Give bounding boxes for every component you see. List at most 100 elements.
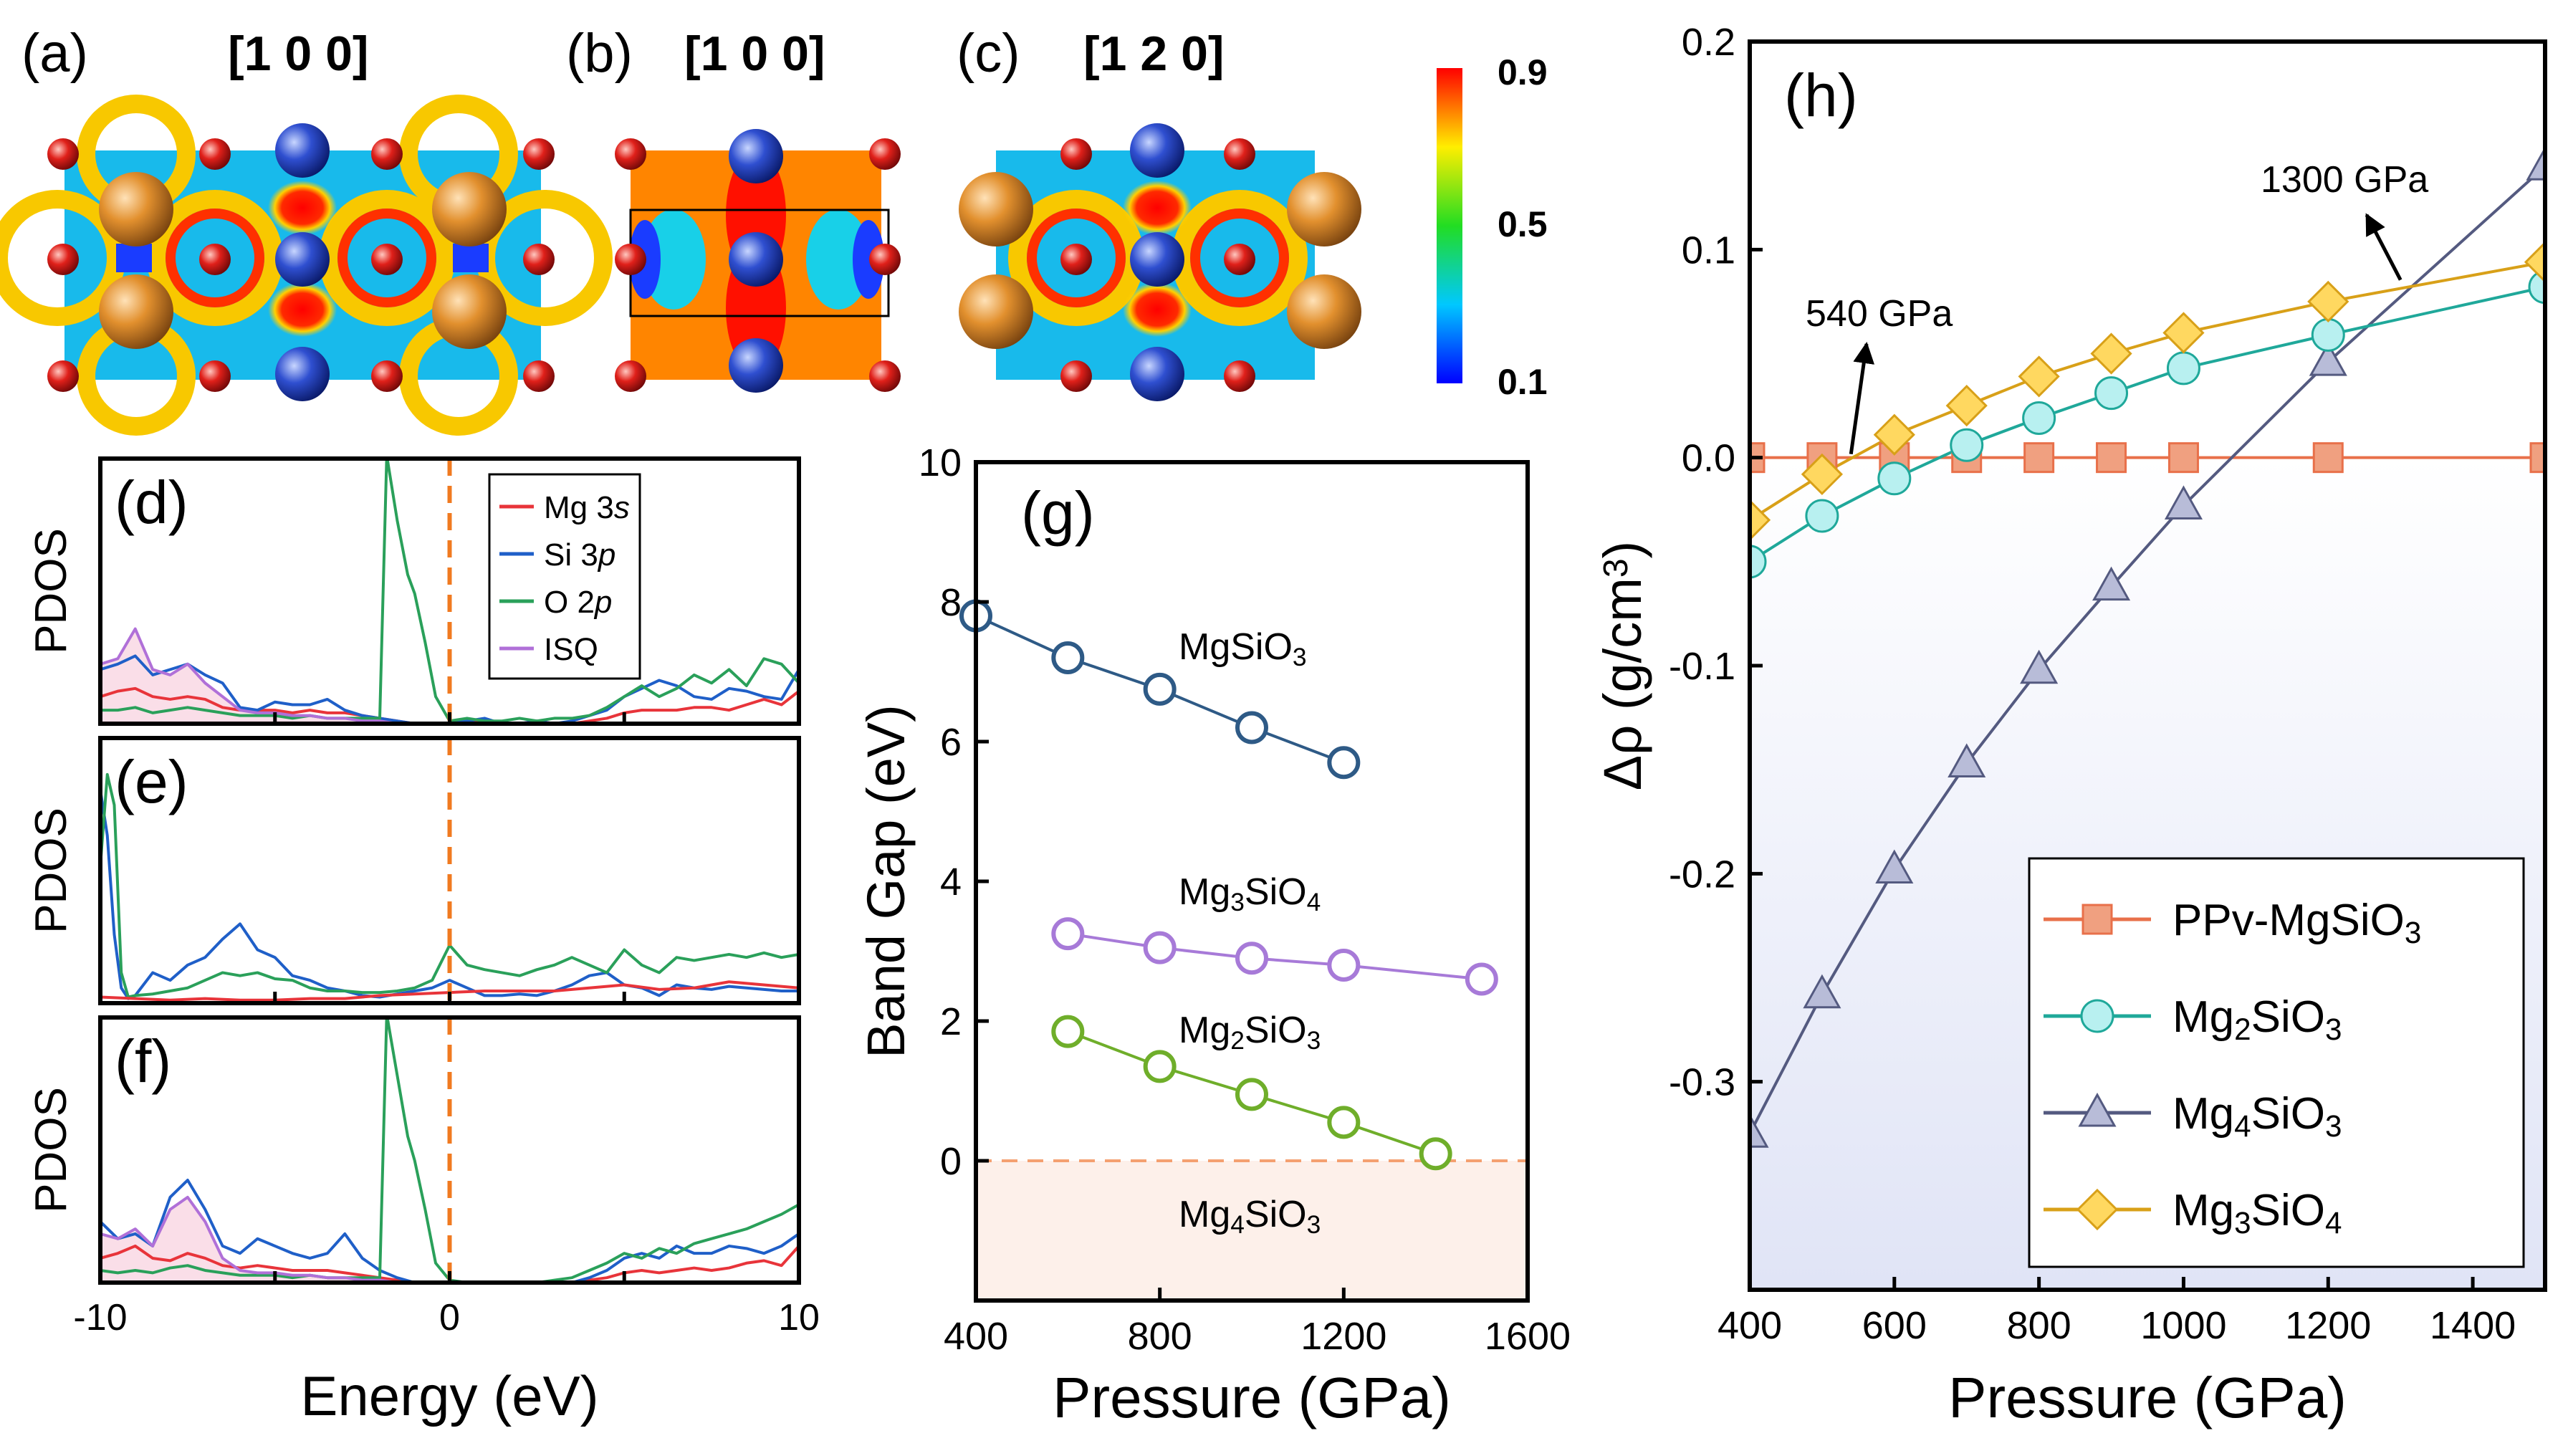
density-point-mg3 [2018,355,2060,398]
legend-marker-mg4 [2078,1092,2117,1127]
density-point-mg2 [2094,376,2129,411]
density-point-mg2 [1805,499,1839,533]
gap-point [1235,942,1268,975]
pdos-line-mg [100,1244,799,1283]
gap-point [1327,1106,1361,1139]
elf-map-a [0,95,613,436]
density-point-mg3 [2524,241,2545,283]
panel-b-label: (b) [566,23,633,84]
gap-point [1051,641,1085,674]
pdos-line-isq [100,627,398,724]
gap-point [1051,1015,1085,1048]
panel-a-direction: [1 0 0] [228,27,369,81]
y-tick-label: 6 [940,721,962,764]
legend-entry-mg: Mg 3s [544,490,630,525]
panel-b-direction: [1 0 0] [684,27,825,81]
legend-entry-mg4: Mg4SiO3 [2172,1089,2342,1143]
y-tick-label: 0.1 [1682,229,1735,272]
density-point-mg4 [1803,974,1841,1009]
y-tick-label: -0.1 [1669,645,1735,688]
x-tick-label: 400 [1718,1304,1782,1347]
legend-entry-isq: ISQ [544,632,598,667]
density-point-mg2 [1750,545,1767,579]
x-tick-label: 1600 [1485,1315,1571,1358]
pdos-panel-e: (e) PDOS [27,736,801,1005]
gap-point [1235,711,1268,744]
pdos-line-o [100,459,799,723]
top-panel-labels: (a) [1 0 0] (b) [1 0 0] (c) [1 2 0] [21,23,1225,84]
series-label-mg2sio3: Mg2SiO3 [1179,1010,1321,1055]
pdos-line-o [100,772,799,999]
density-point-ppv [2312,442,2344,474]
pdos-ylabel: PDOS [27,808,76,934]
pdos-xlabel: Energy (eV) [300,1364,598,1427]
gap-point [1143,672,1177,706]
gap-point [1327,949,1361,982]
pdos-line-si [100,654,799,724]
density-point-mg4 [2092,566,2131,601]
y-tick-label: -0.2 [1669,853,1735,896]
pdos-panel-d: (d) PDOS Mg 3s Si 3p O 2p ISQ [27,456,801,726]
panel-g-xlabel: Pressure (GPa) [1053,1366,1451,1429]
legend-entry-mg3: Mg3SiO4 [2172,1186,2342,1240]
annotation-arrow-540 [1849,342,1875,455]
x-tick-label: 400 [944,1315,1008,1358]
gap-point [1235,1078,1268,1111]
x-tick-label: 10 [778,1297,820,1338]
density-point-mg2 [2528,270,2545,305]
gap-point [1143,931,1177,964]
series-label-mgsio3: MgSiO3 [1179,626,1307,671]
density-point-mg3 [2090,332,2132,375]
region-label-mg4sio3: Mg4SiO3 [1179,1194,1321,1239]
legend-marker-mg2 [2080,999,2114,1033]
density-point-ppv [2167,442,2199,474]
panel-label: (d) [115,469,188,536]
x-tick-label: 0 [439,1297,460,1338]
colorbar: 0.9 0.5 0.1 [1437,52,1548,402]
y-tick-label: 4 [940,861,962,904]
panel-label: (h) [1784,62,1858,129]
x-tick-label: -10 [73,1297,127,1338]
density-point-ppv [2529,442,2545,474]
gap-point [1327,746,1361,780]
x-tick-label: 1200 [2285,1304,2371,1347]
density-point-mg3 [1945,384,1988,427]
panel-h-xlabel: Pressure (GPa) [1948,1366,2347,1429]
density-point-mg2 [2311,317,2345,352]
density-point-mg3 [2162,312,2205,354]
plot-area [100,1017,799,1283]
x-tick-label: 600 [1862,1304,1927,1347]
panel-label: (e) [115,748,188,815]
panel-c-label: (c) [957,23,1020,84]
annotation-540: 540 GPa [1806,293,1953,335]
density-point-mg4 [2164,485,2203,519]
density-point-mg2 [2166,351,2200,385]
density-point-mg3 [1750,499,1771,541]
legend-marker-mg3 [2076,1188,2119,1231]
series-label-mg3sio4: Mg3SiO4 [1179,871,1321,916]
colorbar-max: 0.9 [1498,52,1548,92]
y-tick-label: -0.3 [1669,1061,1735,1104]
density-point-mg4 [1875,849,1914,884]
panel-label: (g) [1021,479,1095,547]
x-tick-label: 1400 [2430,1304,2516,1347]
pdos-panel-f: (f) PDOS -10 0 10 Energy (eV) [27,1015,820,1427]
density-point-mg4 [2020,649,2059,684]
density-point-mg2 [1877,461,1912,496]
pdos-line-isq [100,1195,398,1283]
panel-a-label: (a) [21,23,88,84]
y-tick-label: 0.2 [1682,21,1735,64]
pdos-ylabel: PDOS [27,1087,76,1213]
x-tick-label: 1200 [1300,1315,1386,1358]
density-point-ppv [2023,442,2055,474]
density-point-mg4 [2309,342,2347,376]
y-tick-label: 8 [940,581,962,624]
gap-line-g_mg3sio4 [1068,932,1482,981]
annotation-1300: 1300 GPa [2261,159,2428,201]
legend-entry-mg2: Mg2SiO3 [2172,992,2342,1046]
panel-h-ylabel: Δρ (g/cm3) [1593,541,1652,790]
elf-map-b [615,129,901,393]
density-point-mg4 [1750,1113,1769,1148]
gap-point [1051,917,1085,951]
